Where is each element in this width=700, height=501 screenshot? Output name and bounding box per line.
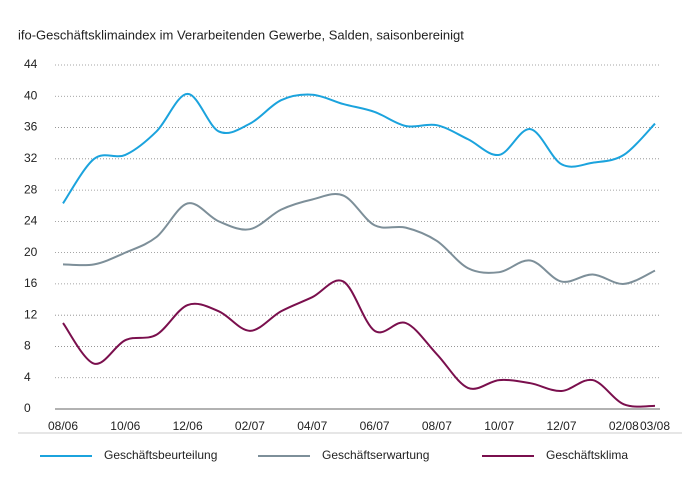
y-tick-label: 44: [24, 57, 38, 71]
y-tick-label: 20: [24, 245, 38, 259]
x-tick-label: 12/06: [173, 419, 203, 433]
x-tick-label: 08/06: [48, 419, 78, 433]
line-series: [62, 279, 656, 408]
x-tick-label: 04/07: [297, 419, 327, 433]
x-tick-label: 08/07: [422, 419, 452, 433]
x-tick-label: 06/07: [360, 419, 390, 433]
line-series: [62, 92, 656, 204]
y-tick-label: 0: [24, 401, 31, 415]
x-tick-label: 12/07: [547, 419, 577, 433]
y-tick-label: 16: [24, 276, 38, 290]
legend-label: Geschäftserwartung: [322, 448, 429, 462]
y-tick-label: 32: [24, 151, 38, 165]
x-tick-label: 03/08: [640, 419, 670, 433]
y-tick-label: 8: [24, 339, 31, 353]
y-tick-label: 36: [24, 120, 38, 134]
y-tick-label: 4: [24, 370, 31, 384]
x-tick-label: 10/06: [110, 419, 140, 433]
x-tick-label: 02/08: [609, 419, 639, 433]
y-tick-label: 12: [24, 307, 38, 321]
y-tick-label: 28: [24, 182, 38, 196]
x-tick-label: 10/07: [484, 419, 514, 433]
chart-title: ifo-Geschäftsklimaindex im Verarbeitende…: [18, 27, 464, 42]
legend-label: Geschäftsklima: [546, 448, 628, 462]
x-tick-label: 02/07: [235, 419, 265, 433]
legend-label: Geschäftsbeurteilung: [104, 448, 217, 462]
y-tick-label: 24: [24, 214, 38, 228]
line-series: [62, 193, 656, 285]
y-tick-label: 40: [24, 88, 38, 102]
